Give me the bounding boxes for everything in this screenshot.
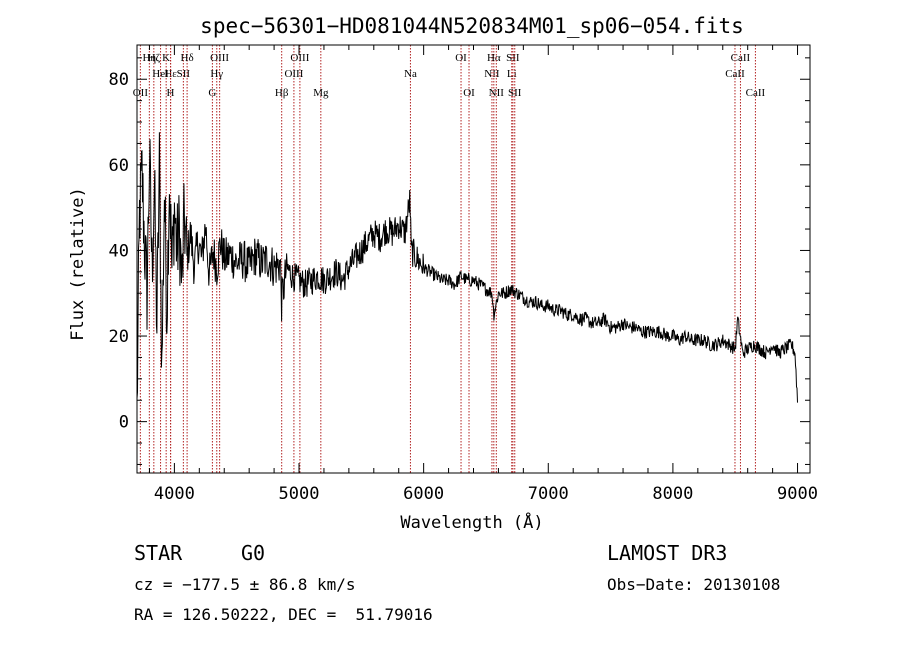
x-tick-label-8000: 8000 <box>652 484 693 504</box>
y-tick-label-80: 80 <box>109 70 129 90</box>
line-label-9: G <box>208 87 216 99</box>
line-label-25: CaII <box>725 68 745 80</box>
line-label-19: NII <box>484 68 500 80</box>
line-label-16: Na <box>404 68 417 80</box>
object-class: STAR <box>134 541 183 565</box>
line-label-15: Mg <box>313 87 329 99</box>
y-tick-label-20: 20 <box>109 327 129 347</box>
line-label-5: Hε <box>164 68 177 80</box>
line-label-22: Li <box>507 68 517 80</box>
spectrum-line <box>136 132 798 403</box>
line-label-6: H <box>167 87 175 99</box>
obs-date: Obs−Date: 20130108 <box>607 575 781 594</box>
y-tick-label-0: 0 <box>119 413 129 433</box>
axes: 4000 5000 6000 7000 8000 9000 0 20 40 60 80 <box>109 45 818 504</box>
line-label-17: OI <box>455 52 467 64</box>
y-tick-label-40: 40 <box>109 241 129 261</box>
line-label-14: OIII <box>290 52 309 64</box>
line-label-3: HeI <box>152 68 169 80</box>
line-label-4: K <box>162 52 170 64</box>
line-label-2: Hζ <box>148 52 161 64</box>
line-label-18: OI <box>463 87 475 99</box>
line-label-27: CaII <box>746 87 766 99</box>
redshift-cz: cz = −177.5 ± 86.8 km/s <box>134 575 356 594</box>
x-tick-label-4000: 4000 <box>154 484 195 504</box>
line-label-24: SII <box>508 87 522 99</box>
x-tick-label-9000: 9000 <box>777 484 818 504</box>
object-subclass: G0 <box>241 541 266 565</box>
line-label-23: SII <box>506 52 520 64</box>
line-label-21: NII <box>489 87 505 99</box>
line-label-0: OII <box>133 87 149 99</box>
line-label-26: CaII <box>731 52 751 64</box>
line-label-11: OIII <box>210 52 229 64</box>
x-tick-label-5000: 5000 <box>279 484 320 504</box>
chart-title: spec−56301−HD081044N520834M01_sp06−054.f… <box>200 14 744 38</box>
y-tick-label-60: 60 <box>109 156 129 176</box>
y-axis-label: Flux (relative) <box>68 187 88 341</box>
x-tick-label-6000: 6000 <box>403 484 444 504</box>
line-label-20: Hα <box>487 52 501 64</box>
spectrum-series <box>136 132 798 403</box>
coordinates: RA = 126.50222, DEC = 51.79016 <box>134 605 433 624</box>
line-label-12: Hβ <box>275 87 289 99</box>
survey-name: LAMOST DR3 <box>607 541 728 565</box>
plot-frame <box>136 44 811 474</box>
line-label-1: Hη <box>142 52 156 64</box>
x-axis-label: Wavelength (Å) <box>400 511 543 533</box>
line-label-10: Hγ <box>210 68 223 80</box>
line-label-8: Hδ <box>181 52 194 64</box>
line-label-13: OIII <box>284 68 303 80</box>
line-label-7: SII <box>177 68 191 80</box>
x-tick-label-7000: 7000 <box>528 484 569 504</box>
